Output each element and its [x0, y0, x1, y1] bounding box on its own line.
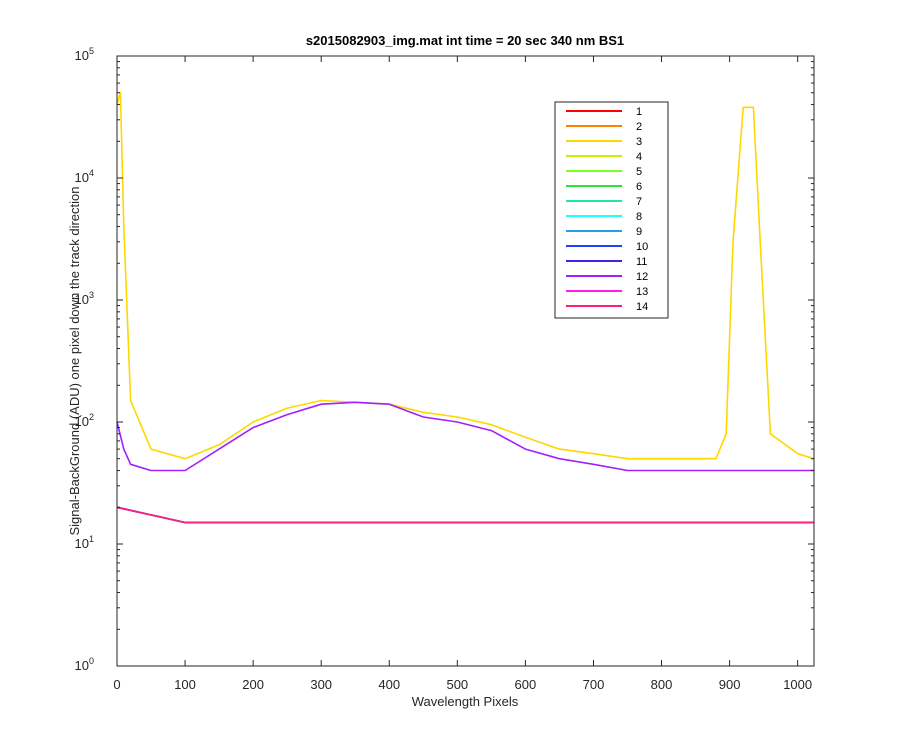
legend-label-13: 13	[636, 286, 648, 298]
y-tick-base: 10	[75, 48, 89, 63]
y-tick-exponent: 4	[89, 168, 94, 178]
y-tick-exponent: 3	[89, 290, 94, 300]
x-tick-label-300: 300	[310, 677, 332, 692]
y-tick-base: 10	[75, 414, 89, 429]
y-tick-base: 10	[75, 292, 89, 307]
ticks-layer: 0 100 200 300 400 500 600 700 800 900 100010010110…	[75, 46, 814, 692]
legend-label-10: 10	[636, 241, 648, 253]
x-tick-label-0: 0	[113, 677, 120, 692]
legend-label-1: 1	[636, 106, 642, 118]
y-tick-label-3: 103	[75, 290, 94, 307]
x-tick-label-900: 900	[719, 677, 741, 692]
y-tick-label-0: 100	[75, 656, 94, 673]
chart-title: s2015082903_img.mat int time = 20 sec 34…	[306, 33, 624, 48]
x-tick-label-700: 700	[583, 677, 605, 692]
y-tick-base: 10	[75, 170, 89, 185]
x-tick-label-200: 200	[242, 677, 264, 692]
y-tick-label-4: 104	[75, 168, 94, 185]
y-tick-exponent: 0	[89, 656, 94, 666]
x-axis-label: Wavelength Pixels	[412, 694, 519, 709]
y-tick-label-2: 102	[75, 412, 94, 429]
y-tick-label-1: 101	[75, 534, 94, 551]
x-tick-label-800: 800	[651, 677, 673, 692]
series-line-14	[116, 506, 814, 524]
legend-label-4: 4	[636, 151, 642, 163]
y-tick-exponent: 1	[89, 534, 94, 544]
legend-label-3: 3	[636, 136, 642, 148]
y-tick-base: 10	[75, 536, 89, 551]
legend-label-12: 12	[636, 271, 648, 283]
legend-label-14: 14	[636, 301, 648, 313]
y-tick-label-5: 105	[75, 46, 94, 63]
axes-box	[116, 55, 815, 667]
y-tick-base: 10	[75, 658, 89, 673]
series-line-3	[116, 91, 815, 460]
legend-label-9: 9	[636, 226, 642, 238]
legend-label-8: 8	[636, 211, 642, 223]
y-tick-exponent: 2	[89, 412, 94, 422]
series-layer	[116, 91, 815, 524]
x-tick-label-400: 400	[378, 677, 400, 692]
series-line-12	[116, 401, 814, 472]
legend-label-2: 2	[636, 121, 642, 133]
x-tick-label-1000: 1000	[783, 677, 812, 692]
x-tick-label-500: 500	[446, 677, 468, 692]
legend-label-5: 5	[636, 166, 642, 178]
legend-box	[554, 101, 669, 319]
legend-label-6: 6	[636, 181, 642, 193]
x-tick-label-100: 100	[174, 677, 196, 692]
y-tick-exponent: 5	[89, 46, 94, 56]
legend-label-11: 11	[636, 256, 647, 268]
plot-area	[117, 56, 814, 666]
legend-label-7: 7	[636, 196, 642, 208]
x-tick-label-600: 600	[515, 677, 537, 692]
y-axis-label: Signal-BackGround (ADU) one pixel down t…	[67, 186, 82, 535]
